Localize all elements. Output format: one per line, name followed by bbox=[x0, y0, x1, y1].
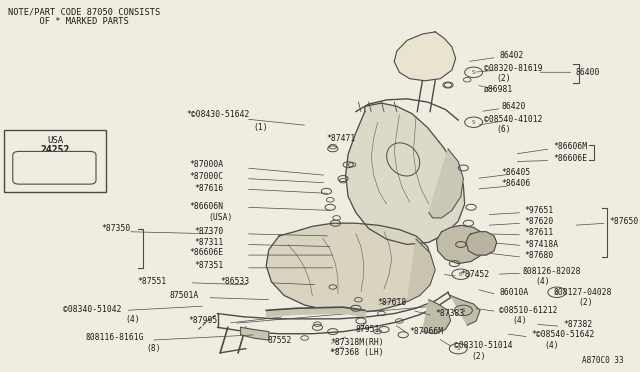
Text: ø86981: ø86981 bbox=[484, 85, 513, 94]
Polygon shape bbox=[436, 225, 486, 264]
Polygon shape bbox=[266, 223, 433, 312]
Text: 24252: 24252 bbox=[40, 145, 70, 155]
Text: *86606E: *86606E bbox=[190, 248, 224, 257]
Polygon shape bbox=[466, 232, 497, 255]
Text: S: S bbox=[456, 346, 460, 351]
Text: *87000C: *87000C bbox=[190, 172, 224, 181]
Text: *87618: *87618 bbox=[378, 298, 407, 307]
Text: OF * MARKED PARTS: OF * MARKED PARTS bbox=[8, 17, 129, 26]
Text: *86606N: *86606N bbox=[190, 202, 224, 211]
Text: (2): (2) bbox=[471, 352, 486, 360]
Text: *87383: *87383 bbox=[435, 309, 465, 318]
Text: 86010A: 86010A bbox=[499, 288, 529, 297]
Text: *87370: *87370 bbox=[195, 227, 224, 236]
Text: ©08310-51014: ©08310-51014 bbox=[454, 341, 513, 350]
Text: ß08126-82028: ß08126-82028 bbox=[522, 266, 580, 276]
Text: *87471: *87471 bbox=[326, 134, 356, 143]
Text: *87551: *87551 bbox=[137, 277, 166, 286]
Text: *87620: *87620 bbox=[525, 217, 554, 225]
Text: (1): (1) bbox=[253, 123, 268, 132]
Polygon shape bbox=[394, 32, 456, 81]
Text: *87351: *87351 bbox=[195, 261, 224, 270]
Polygon shape bbox=[451, 295, 480, 325]
Text: *86405: *86405 bbox=[502, 168, 531, 177]
Text: (4): (4) bbox=[535, 277, 550, 286]
Text: 86400: 86400 bbox=[576, 68, 600, 77]
Text: 86420: 86420 bbox=[502, 102, 526, 111]
Text: *87995: *87995 bbox=[188, 317, 218, 326]
Text: *87368 (LH): *87368 (LH) bbox=[330, 348, 384, 357]
Text: *87611: *87611 bbox=[525, 228, 554, 237]
Text: *©08540-51642: *©08540-51642 bbox=[531, 330, 595, 339]
Text: 87501A: 87501A bbox=[169, 291, 198, 300]
Text: *87318M(RH): *87318M(RH) bbox=[330, 338, 384, 347]
Text: ß08127-04028: ß08127-04028 bbox=[553, 288, 611, 297]
Polygon shape bbox=[422, 300, 451, 334]
Text: ©08340-51042: ©08340-51042 bbox=[63, 305, 122, 314]
Text: *86406: *86406 bbox=[502, 179, 531, 188]
Text: S: S bbox=[472, 120, 476, 125]
Text: *86606M: *86606M bbox=[553, 142, 587, 151]
Polygon shape bbox=[241, 327, 269, 340]
Text: S: S bbox=[461, 308, 465, 313]
Text: *87650: *87650 bbox=[609, 217, 639, 225]
Text: USA: USA bbox=[47, 136, 63, 145]
Text: (4): (4) bbox=[544, 341, 559, 350]
Text: *87680: *87680 bbox=[525, 251, 554, 260]
Text: (2): (2) bbox=[579, 298, 593, 307]
Text: ©08510-61212: ©08510-61212 bbox=[499, 306, 557, 315]
Text: (USA): (USA) bbox=[209, 214, 233, 222]
Polygon shape bbox=[346, 103, 465, 244]
Text: (4): (4) bbox=[125, 315, 140, 324]
Text: (2): (2) bbox=[497, 74, 511, 83]
Text: B: B bbox=[459, 272, 463, 277]
Text: (6): (6) bbox=[497, 125, 511, 134]
Text: *97651: *97651 bbox=[525, 206, 554, 215]
Text: 87552: 87552 bbox=[268, 336, 292, 344]
Text: S: S bbox=[472, 70, 476, 75]
Text: 86402: 86402 bbox=[499, 51, 524, 60]
Text: *87616: *87616 bbox=[195, 184, 224, 193]
Text: A870C0 33: A870C0 33 bbox=[582, 356, 624, 365]
Text: ©08320-81619: ©08320-81619 bbox=[484, 64, 542, 73]
Text: ß08116-8161G: ß08116-8161G bbox=[85, 333, 143, 343]
Polygon shape bbox=[407, 239, 435, 302]
FancyBboxPatch shape bbox=[13, 151, 96, 184]
Text: *87000A: *87000A bbox=[190, 160, 224, 169]
FancyBboxPatch shape bbox=[4, 130, 106, 192]
Text: *87418A: *87418A bbox=[525, 240, 559, 249]
Text: 87951: 87951 bbox=[356, 325, 380, 334]
Text: *87452: *87452 bbox=[461, 270, 490, 279]
Polygon shape bbox=[429, 149, 463, 218]
Text: NOTE/PART CODE 87050 CONSISTS: NOTE/PART CODE 87050 CONSISTS bbox=[8, 7, 160, 16]
Text: *87066M: *87066M bbox=[410, 327, 444, 336]
Text: *©08430-51642: *©08430-51642 bbox=[186, 110, 250, 119]
Text: (4): (4) bbox=[512, 317, 527, 326]
Text: *87382: *87382 bbox=[563, 320, 593, 329]
Text: *87350: *87350 bbox=[101, 224, 131, 233]
Text: *87311: *87311 bbox=[195, 238, 224, 247]
Text: ©08540-41012: ©08540-41012 bbox=[484, 115, 542, 124]
Text: B: B bbox=[555, 290, 559, 295]
Text: (8): (8) bbox=[147, 344, 161, 353]
Text: *86533: *86533 bbox=[220, 277, 250, 286]
Text: *86606E: *86606E bbox=[553, 154, 587, 163]
